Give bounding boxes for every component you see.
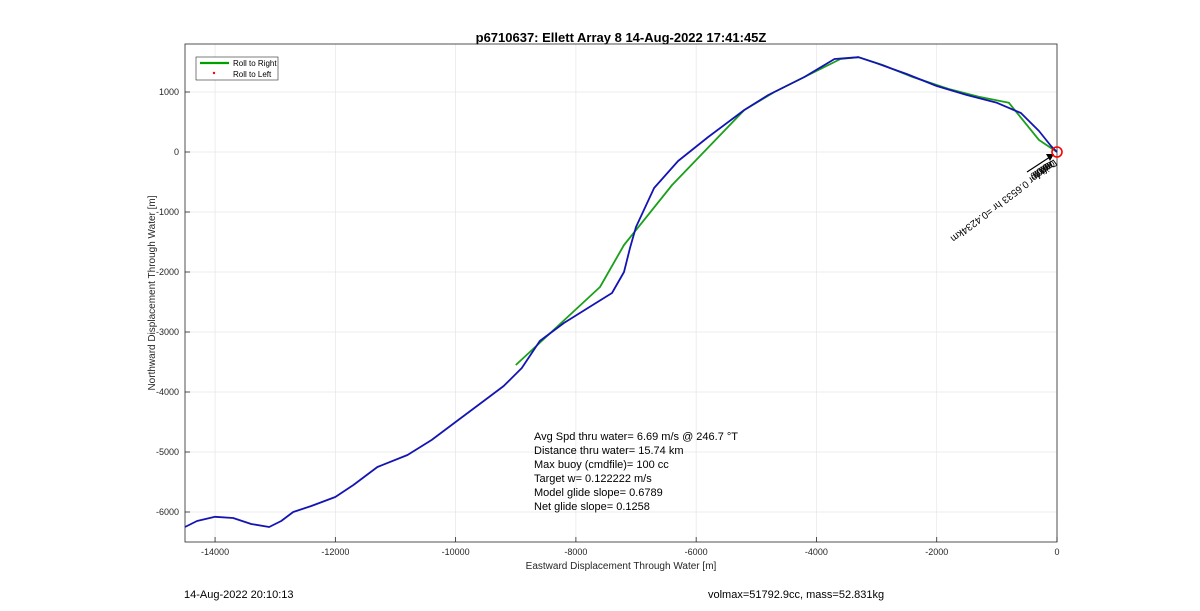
y-tick-label: 1000 [159, 87, 179, 97]
annotation-max-buoy: Max buoy (cmdfile)= 100 cc [534, 459, 669, 471]
legend-label-roll-left: Roll to Left [233, 70, 272, 79]
x-tick-label: 0 [1054, 547, 1059, 557]
y-tick-label: -6000 [156, 507, 179, 517]
plot-area [184, 43, 1058, 543]
series-layer [184, 56, 1058, 528]
annotation-block: Avg Spd thru water= 6.69 m/s @ 246.7 °T … [534, 431, 738, 513]
x-axis-label: Eastward Displacement Through Water [m] [526, 561, 717, 572]
drift-layer: Drift for 0.6533 hr =0.4234km0.0.00.0.00… [948, 146, 1063, 244]
x-tick-label: -2000 [925, 547, 948, 557]
y-tick-label: -3000 [156, 327, 179, 337]
y-tick-label: 0 [174, 147, 179, 157]
y-tick-label: -4000 [156, 387, 179, 397]
x-tick-label: -10000 [442, 547, 470, 557]
x-tick-label: -8000 [564, 547, 587, 557]
y-tick-label: -1000 [156, 207, 179, 217]
x-tick-label: -12000 [321, 547, 349, 557]
y-tick-label: -5000 [156, 447, 179, 457]
annotation-model-glide: Model glide slope= 0.6789 [534, 487, 663, 499]
series-roll-right-line [515, 56, 1058, 366]
legend-swatch-roll-left [212, 71, 216, 75]
annotation-net-glide: Net glide slope= 0.1258 [534, 501, 650, 513]
y-tick-label: -2000 [156, 267, 179, 277]
annotation-avg-speed: Avg Spd thru water= 6.69 m/s @ 246.7 °T [534, 431, 738, 443]
x-tick-label: -4000 [805, 547, 828, 557]
legend-label-roll-right: Roll to Right [233, 59, 277, 68]
axis-ticks: -14000 -12000 -10000 -8000 -6000 -4000 -2000 0-… [156, 87, 1060, 557]
end-position-marker [1051, 146, 1063, 158]
x-tick-label: -14000 [201, 547, 229, 557]
footer-volmax-mass: volmax=51792.9cc, mass=52.831kg [708, 589, 885, 601]
footer-timestamp: 14-Aug-2022 20:10:13 [184, 589, 294, 601]
y-axis-label: Northward Displacement Through Water [m] [147, 195, 158, 390]
series-track-line [184, 56, 1058, 528]
legend: Roll to Right Roll to Left [195, 56, 279, 81]
chart-title: p6710637: Ellett Array 8 14-Aug-2022 17:… [476, 30, 767, 45]
annotation-distance: Distance thru water= 15.74 km [534, 445, 684, 457]
annotation-target-w: Target w= 0.122222 m/s [534, 473, 652, 485]
grid [185, 44, 1058, 542]
x-tick-label: -6000 [685, 547, 708, 557]
drift-arrowhead [1046, 154, 1054, 161]
